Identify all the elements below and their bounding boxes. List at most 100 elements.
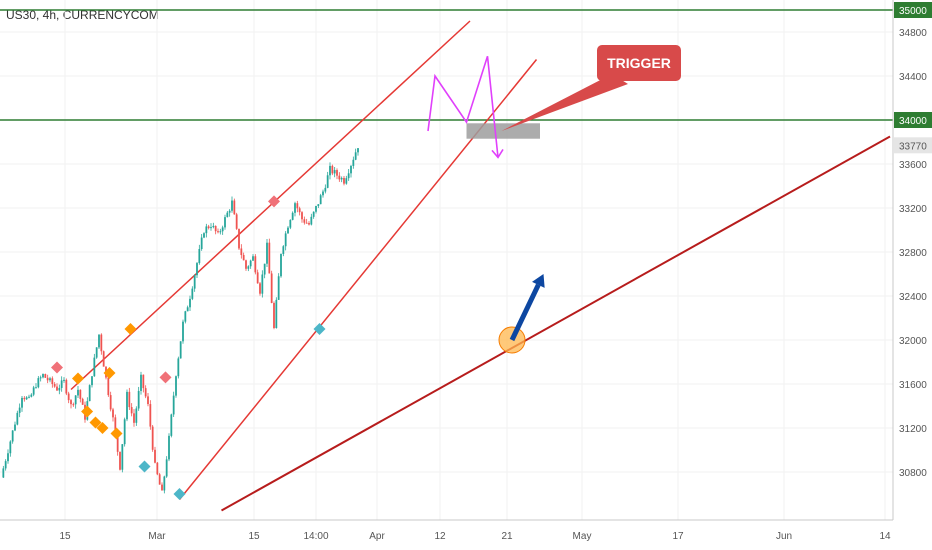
candle-body	[240, 248, 243, 256]
price-level-label: 35000	[899, 6, 927, 17]
marker-swing-low[interactable]	[313, 323, 326, 335]
candle-body	[81, 398, 84, 405]
candle-body	[168, 435, 170, 460]
candle-body	[23, 397, 26, 400]
candle-body	[280, 253, 282, 277]
marker-pattern[interactable]	[96, 422, 109, 434]
candle-body	[303, 219, 306, 223]
candle-body	[301, 212, 303, 220]
candle-body	[95, 347, 98, 358]
candle-body	[46, 377, 49, 381]
candle-body	[308, 222, 310, 225]
marker-swing-high[interactable]	[159, 371, 172, 384]
marker-swing-low[interactable]	[173, 488, 186, 500]
marker-swing-high[interactable]	[51, 361, 63, 374]
candle-body	[329, 165, 331, 176]
x-tick-label: 15	[59, 531, 71, 542]
trigger-callout-label: TRIGGER	[607, 55, 671, 71]
y-tick-label: 31600	[899, 380, 927, 391]
candle-body	[91, 376, 93, 386]
marker-pattern[interactable]	[110, 427, 123, 440]
candle-body	[88, 385, 91, 402]
candle-body	[247, 266, 250, 269]
marker-pattern[interactable]	[81, 405, 94, 418]
candle-body	[2, 468, 5, 478]
candle-body	[137, 390, 140, 409]
trendline-long-term-support	[221, 135, 891, 512]
x-tick-label: Mar	[148, 531, 166, 542]
candle-body	[238, 228, 240, 249]
candle-body	[210, 227, 212, 229]
x-tick-label: 14:00	[303, 531, 328, 542]
candle-body	[275, 299, 278, 328]
candle-body	[135, 408, 138, 423]
marker-pattern[interactable]	[72, 372, 84, 385]
candle-body	[109, 395, 112, 410]
y-tick-label: 31200	[899, 424, 927, 435]
current-price-label: 33770	[899, 141, 927, 152]
marker-pattern[interactable]	[124, 323, 137, 335]
candle-body	[67, 393, 70, 401]
candle-body	[123, 419, 126, 445]
candle-body	[9, 441, 12, 454]
candle-body	[224, 217, 226, 228]
candle-body	[312, 211, 315, 217]
candle-body	[212, 225, 215, 228]
marker-swing-high[interactable]	[268, 195, 280, 208]
candle-body	[326, 175, 329, 188]
candle-body	[93, 357, 96, 377]
candle-body	[217, 231, 219, 233]
candle-body	[331, 165, 334, 174]
candle-body	[273, 302, 275, 328]
candle-body	[254, 256, 257, 273]
candle-body	[333, 170, 336, 174]
candle-body	[53, 384, 56, 387]
candle-body	[315, 206, 317, 212]
candle-body	[242, 255, 245, 261]
candle-body	[261, 274, 264, 294]
candle-body	[207, 226, 210, 229]
x-tick-label: 21	[501, 531, 513, 542]
candle-body	[119, 451, 121, 470]
candle-body	[156, 462, 159, 475]
marker-pattern[interactable]	[89, 416, 102, 429]
candle-body	[100, 334, 103, 352]
candle-body	[226, 212, 229, 218]
marker-swing-low[interactable]	[138, 460, 151, 473]
current-price-label-bg	[894, 137, 932, 154]
candle-body	[184, 311, 187, 322]
candle-body	[49, 378, 51, 381]
candle-body	[270, 273, 273, 303]
y-tick-label: 32800	[899, 248, 927, 259]
candle-body	[144, 388, 147, 397]
candle-body	[354, 152, 357, 160]
candle-body	[142, 374, 145, 389]
trigger-callout-pointer	[501, 74, 628, 131]
candle-body	[345, 178, 348, 184]
candle-body	[102, 351, 105, 367]
candle-body	[170, 414, 173, 436]
candle-body	[175, 376, 177, 396]
candle-body	[200, 237, 203, 250]
candle-body	[25, 397, 28, 400]
trigger-callout-box	[597, 45, 681, 81]
candle-body	[39, 377, 42, 379]
marker-pattern[interactable]	[103, 367, 116, 379]
candle-body	[18, 407, 21, 413]
y-tick-label: 32400	[899, 292, 927, 303]
candle-body	[4, 461, 7, 469]
candle-body	[296, 203, 299, 209]
candle-body	[163, 476, 166, 491]
candle-body	[219, 231, 222, 233]
candle-body	[149, 404, 152, 427]
trigger-zone	[466, 123, 540, 139]
candle-body	[28, 396, 30, 398]
candle-body	[11, 430, 14, 442]
candle-body	[347, 173, 350, 179]
candle-body	[233, 200, 236, 215]
candle-body	[182, 321, 184, 342]
candle-body	[74, 395, 77, 405]
candle-body	[14, 424, 16, 431]
candle-body	[79, 389, 82, 399]
